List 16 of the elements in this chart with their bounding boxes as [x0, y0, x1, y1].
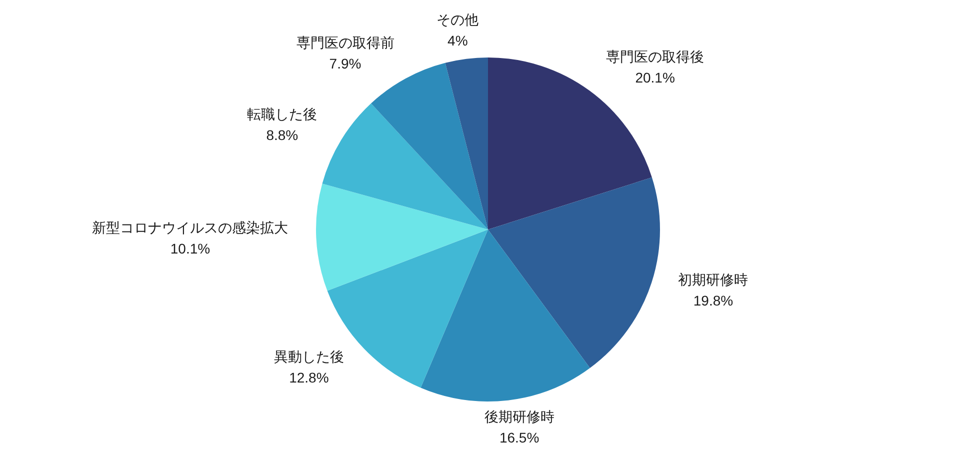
- data-label: 4%: [448, 32, 468, 48]
- slice-label: 転職した後: [247, 106, 318, 122]
- data-label: 19.8%: [693, 292, 734, 309]
- data-label: 20.1%: [635, 69, 675, 86]
- data-label: 12.8%: [289, 370, 329, 386]
- data-label: 7.9%: [329, 55, 362, 72]
- data-label: 16.5%: [499, 430, 540, 446]
- slice-label: 初期研修時: [678, 272, 748, 288]
- slice-label: 異動した後: [274, 348, 344, 365]
- slice-label: 専門医の取得前: [296, 34, 394, 50]
- slice-label: その他: [436, 11, 479, 28]
- slice-label: 後期研修時: [484, 408, 554, 425]
- slice-label: 新型コロナウイルスの感染拡大: [92, 219, 288, 236]
- slice-label: 専門医の取得後: [606, 48, 704, 64]
- data-label: 10.1%: [170, 240, 210, 256]
- data-label: 8.8%: [266, 126, 298, 143]
